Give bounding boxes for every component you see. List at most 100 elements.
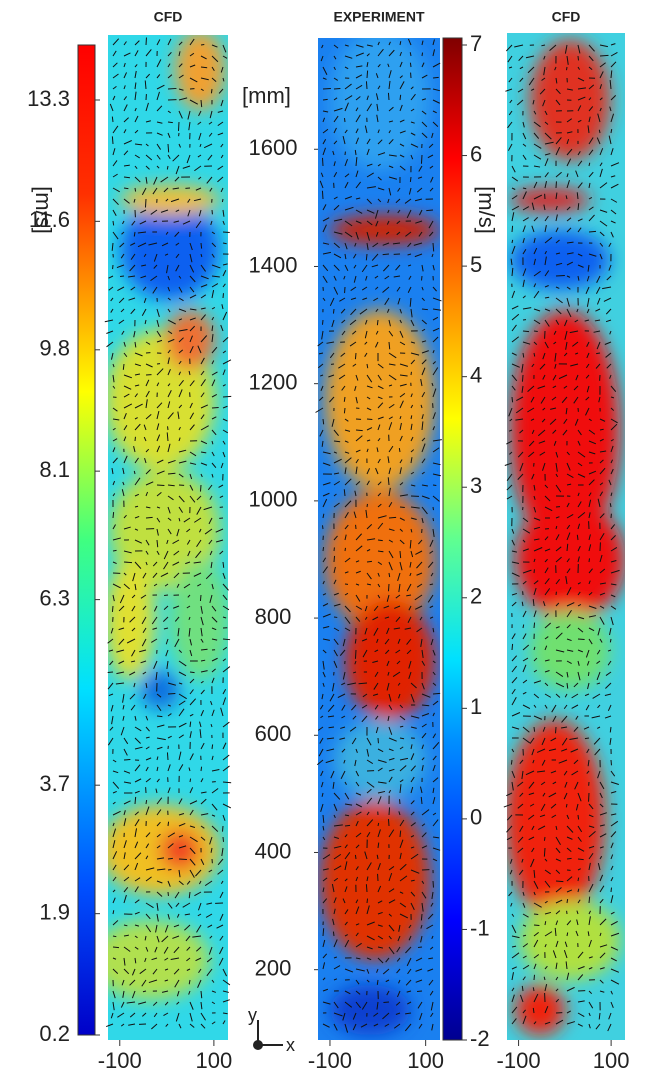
vector-arrow [505, 88, 513, 92]
vector-arrow [555, 858, 562, 862]
vector-arrow [142, 671, 147, 675]
vector-arrow [156, 308, 160, 317]
vector-arrow [417, 946, 423, 949]
vector-arrow [428, 231, 434, 237]
vector-arrow [211, 290, 215, 299]
vector-arrow [610, 594, 616, 598]
vector-arrow [563, 704, 568, 710]
vector-arrow [421, 264, 424, 272]
vector-arrow [565, 341, 568, 350]
vector-arrow [329, 396, 335, 403]
vector-arrow [165, 649, 169, 657]
vector-arrow [112, 418, 120, 421]
vector-arrow [563, 352, 568, 357]
vector-arrow [585, 363, 590, 369]
vector-arrow [320, 385, 324, 392]
vector-arrow [410, 800, 415, 805]
vector-arrow [209, 550, 213, 556]
height-axis-label: [mm] [242, 83, 291, 108]
vector-arrow [142, 990, 147, 993]
vector-arrow [123, 352, 128, 358]
vector-arrow [588, 883, 594, 893]
vector-arrow [134, 946, 139, 950]
vector-arrow [377, 492, 382, 497]
vector-arrow [377, 796, 382, 805]
vector-arrow [145, 399, 148, 409]
vector-arrow [577, 951, 584, 959]
vector-arrow [511, 987, 515, 992]
vector-arrow [344, 524, 349, 530]
vector-arrow [222, 359, 232, 365]
vector-arrow [123, 737, 129, 745]
vector-arrow [344, 66, 349, 70]
vector-arrow [566, 638, 572, 642]
vector-arrow [421, 660, 426, 666]
vector-arrow [328, 374, 335, 378]
vector-arrow [544, 132, 552, 140]
vector-arrow [211, 462, 217, 468]
vector-arrow [344, 451, 350, 454]
vector-arrow [399, 308, 402, 314]
vector-arrow [530, 396, 535, 403]
vector-arrow [519, 429, 524, 434]
vector-arrow [510, 258, 513, 266]
vector-arrow [566, 118, 573, 123]
vector-arrow [432, 439, 442, 442]
vector-arrow [193, 198, 202, 202]
vector-arrow [333, 171, 338, 178]
vector-arrow [145, 506, 151, 509]
vector-arrow [407, 253, 412, 256]
vector-arrow [376, 319, 379, 326]
vector-arrow [610, 407, 615, 411]
vector-arrow [120, 726, 125, 736]
vector-arrow [410, 846, 415, 849]
vector-arrow [519, 462, 524, 472]
vector-arrow [421, 121, 428, 128]
vector-arrow [344, 781, 347, 785]
vector-arrow [123, 117, 129, 123]
vector-arrow [199, 143, 202, 148]
vector-arrow [145, 491, 149, 497]
vector-arrow [432, 426, 436, 431]
vector-arrow [129, 264, 136, 272]
vector-arrow [366, 231, 370, 241]
vector-arrow [211, 473, 214, 478]
vector-arrow [377, 385, 384, 390]
vector-arrow [355, 197, 361, 200]
vector-arrow [120, 1023, 125, 1027]
vector-arrow [366, 921, 375, 926]
vector-arrow [419, 616, 423, 621]
vector-arrow [156, 39, 161, 46]
vector-arrow [200, 825, 205, 829]
vector-arrow [156, 91, 160, 101]
vector-arrow [178, 845, 187, 849]
vector-arrow [533, 110, 537, 115]
vector-arrow [377, 424, 381, 431]
vector-arrow [506, 484, 513, 491]
vector-arrow [339, 297, 346, 302]
vector-arrow [387, 715, 390, 721]
vector-arrow [355, 449, 361, 453]
vector-arrow [544, 158, 549, 167]
vector-arrow [604, 341, 612, 345]
vector-arrow [121, 231, 125, 235]
vector-arrow [355, 748, 358, 754]
vector-arrow [219, 495, 224, 499]
vector-arrow [134, 176, 141, 183]
vector-arrow [322, 977, 326, 981]
vector-arrow [527, 66, 535, 74]
vector-arrow [189, 345, 194, 354]
vector-arrow [399, 415, 402, 420]
vector-arrow [222, 55, 228, 59]
experiment-field [318, 38, 440, 1040]
vector-arrow [530, 858, 535, 868]
vector-arrow [222, 754, 230, 761]
vector-arrow [577, 888, 580, 893]
vector-arrow [555, 262, 563, 266]
vector-arrow [577, 877, 580, 882]
vector-arrow [183, 583, 191, 589]
vector-arrow [163, 946, 169, 954]
vector-arrow [189, 858, 196, 866]
vector-arrow [119, 275, 125, 278]
vector-arrow [533, 880, 539, 890]
